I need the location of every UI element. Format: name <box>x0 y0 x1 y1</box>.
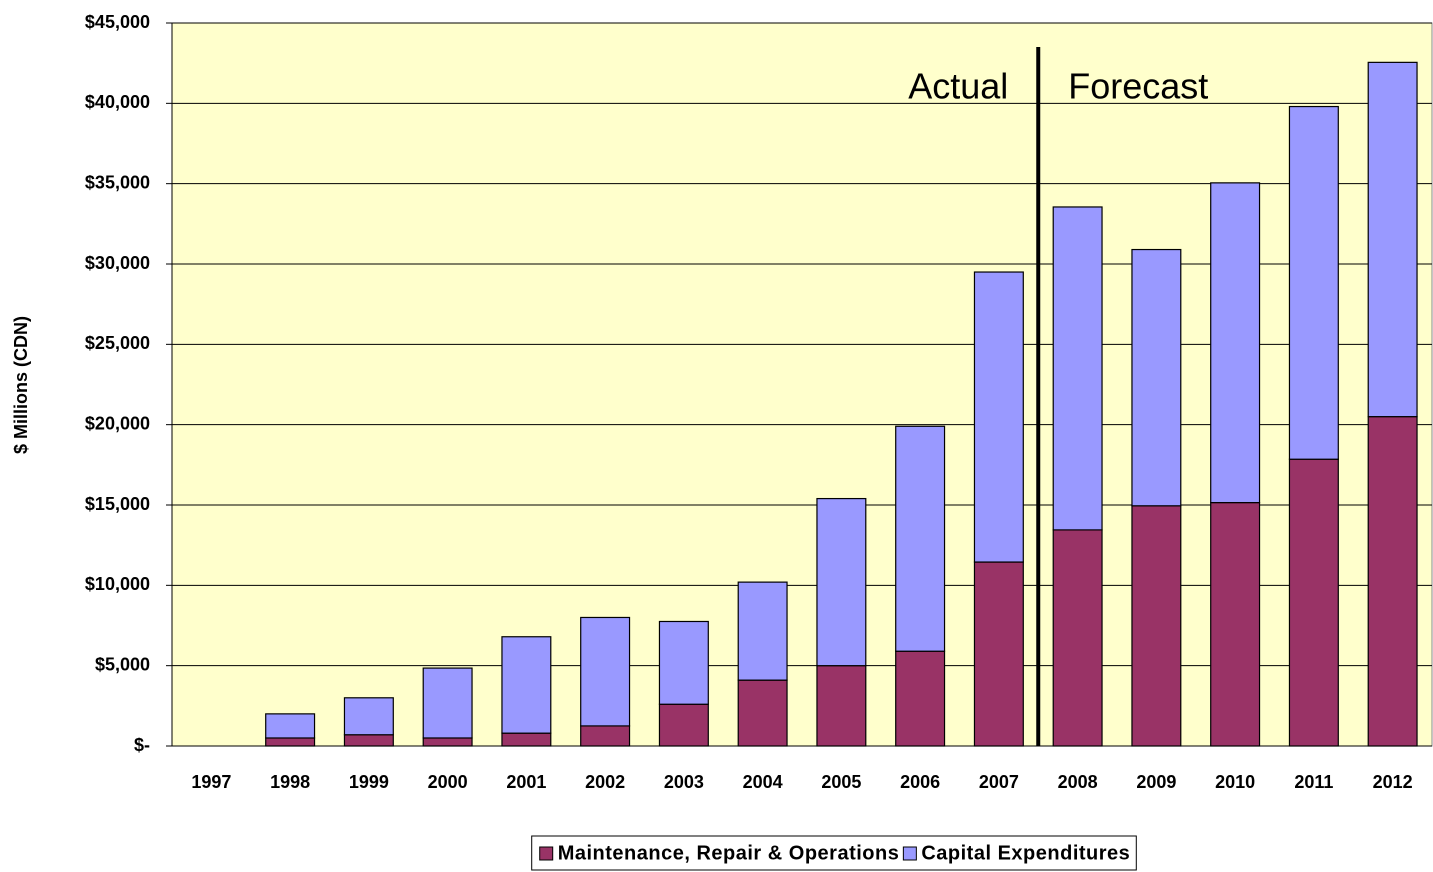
x-tick-label: 2004 <box>743 772 783 792</box>
bar-segment <box>501 732 552 747</box>
x-tick-label: 2012 <box>1373 772 1413 792</box>
x-tick-label: 1997 <box>191 772 231 792</box>
y-tick-label: $45,000 <box>85 12 150 32</box>
x-tick-label: 1998 <box>270 772 310 792</box>
bar-segment <box>1052 206 1103 531</box>
bar-segment <box>737 679 788 747</box>
y-tick-label: $5,000 <box>95 654 150 674</box>
bar-segment <box>265 737 316 747</box>
bar-segment <box>895 425 946 652</box>
legend <box>531 835 1137 871</box>
bar-segment <box>1131 248 1182 507</box>
bar-segment <box>1288 105 1339 460</box>
y-tick-label: $25,000 <box>85 333 150 353</box>
x-tick-label: 2008 <box>1058 772 1098 792</box>
annotation: Forecast <box>1068 66 1208 107</box>
y-axis-label: $ Millions (CDN) <box>11 316 31 454</box>
legend-swatch <box>902 846 917 861</box>
y-tick-label: $40,000 <box>85 92 150 112</box>
bar-segment <box>973 561 1024 747</box>
bar-segment <box>265 713 316 739</box>
bar-segment <box>343 734 394 747</box>
x-tick-label: 2005 <box>821 772 861 792</box>
legend-label: Maintenance, Repair & Operations <box>558 842 900 864</box>
x-tick-label: 2006 <box>900 772 940 792</box>
bar-segment <box>580 725 631 747</box>
x-tick-label: 2002 <box>585 772 625 792</box>
bar-segment <box>816 497 867 667</box>
x-tick-label: 1999 <box>349 772 389 792</box>
y-tick-label: $10,000 <box>85 574 150 594</box>
bar-segment <box>1131 505 1182 747</box>
bar-segment <box>422 737 473 747</box>
bar-segment <box>973 271 1024 563</box>
annotation: Actual <box>908 66 1008 107</box>
bar-segment <box>737 581 788 681</box>
bar-segment <box>1288 458 1339 747</box>
legend-swatch <box>539 846 554 861</box>
bar-segment <box>1367 416 1418 747</box>
bar-segment <box>816 665 867 747</box>
x-tick-label: 2009 <box>1136 772 1176 792</box>
bar-segment <box>895 650 946 747</box>
x-tick-label: 2000 <box>428 772 468 792</box>
bar-segment <box>658 703 709 747</box>
x-tick-label: 2003 <box>664 772 704 792</box>
x-tick-label: 2010 <box>1215 772 1255 792</box>
y-tick-label: $15,000 <box>85 494 150 514</box>
bar-segment <box>658 620 709 705</box>
y-tick-label: $- <box>134 735 150 755</box>
bar-segment <box>422 667 473 739</box>
bar-segment <box>1367 61 1418 418</box>
x-tick-label: 2007 <box>979 772 1019 792</box>
bar-segment <box>1210 182 1261 504</box>
y-tick-label: $30,000 <box>85 253 150 273</box>
y-tick-label: $20,000 <box>85 413 150 433</box>
legend-label: Capital Expenditures <box>921 842 1130 864</box>
bar-segment <box>580 616 631 727</box>
y-tick-label: $35,000 <box>85 172 150 192</box>
x-tick-label: 2001 <box>506 772 546 792</box>
x-tick-label: 2011 <box>1294 772 1333 792</box>
bar-segment <box>1210 501 1261 747</box>
bar-segment <box>343 697 394 736</box>
bar-segment <box>1052 529 1103 747</box>
bar-segment <box>501 636 552 734</box>
